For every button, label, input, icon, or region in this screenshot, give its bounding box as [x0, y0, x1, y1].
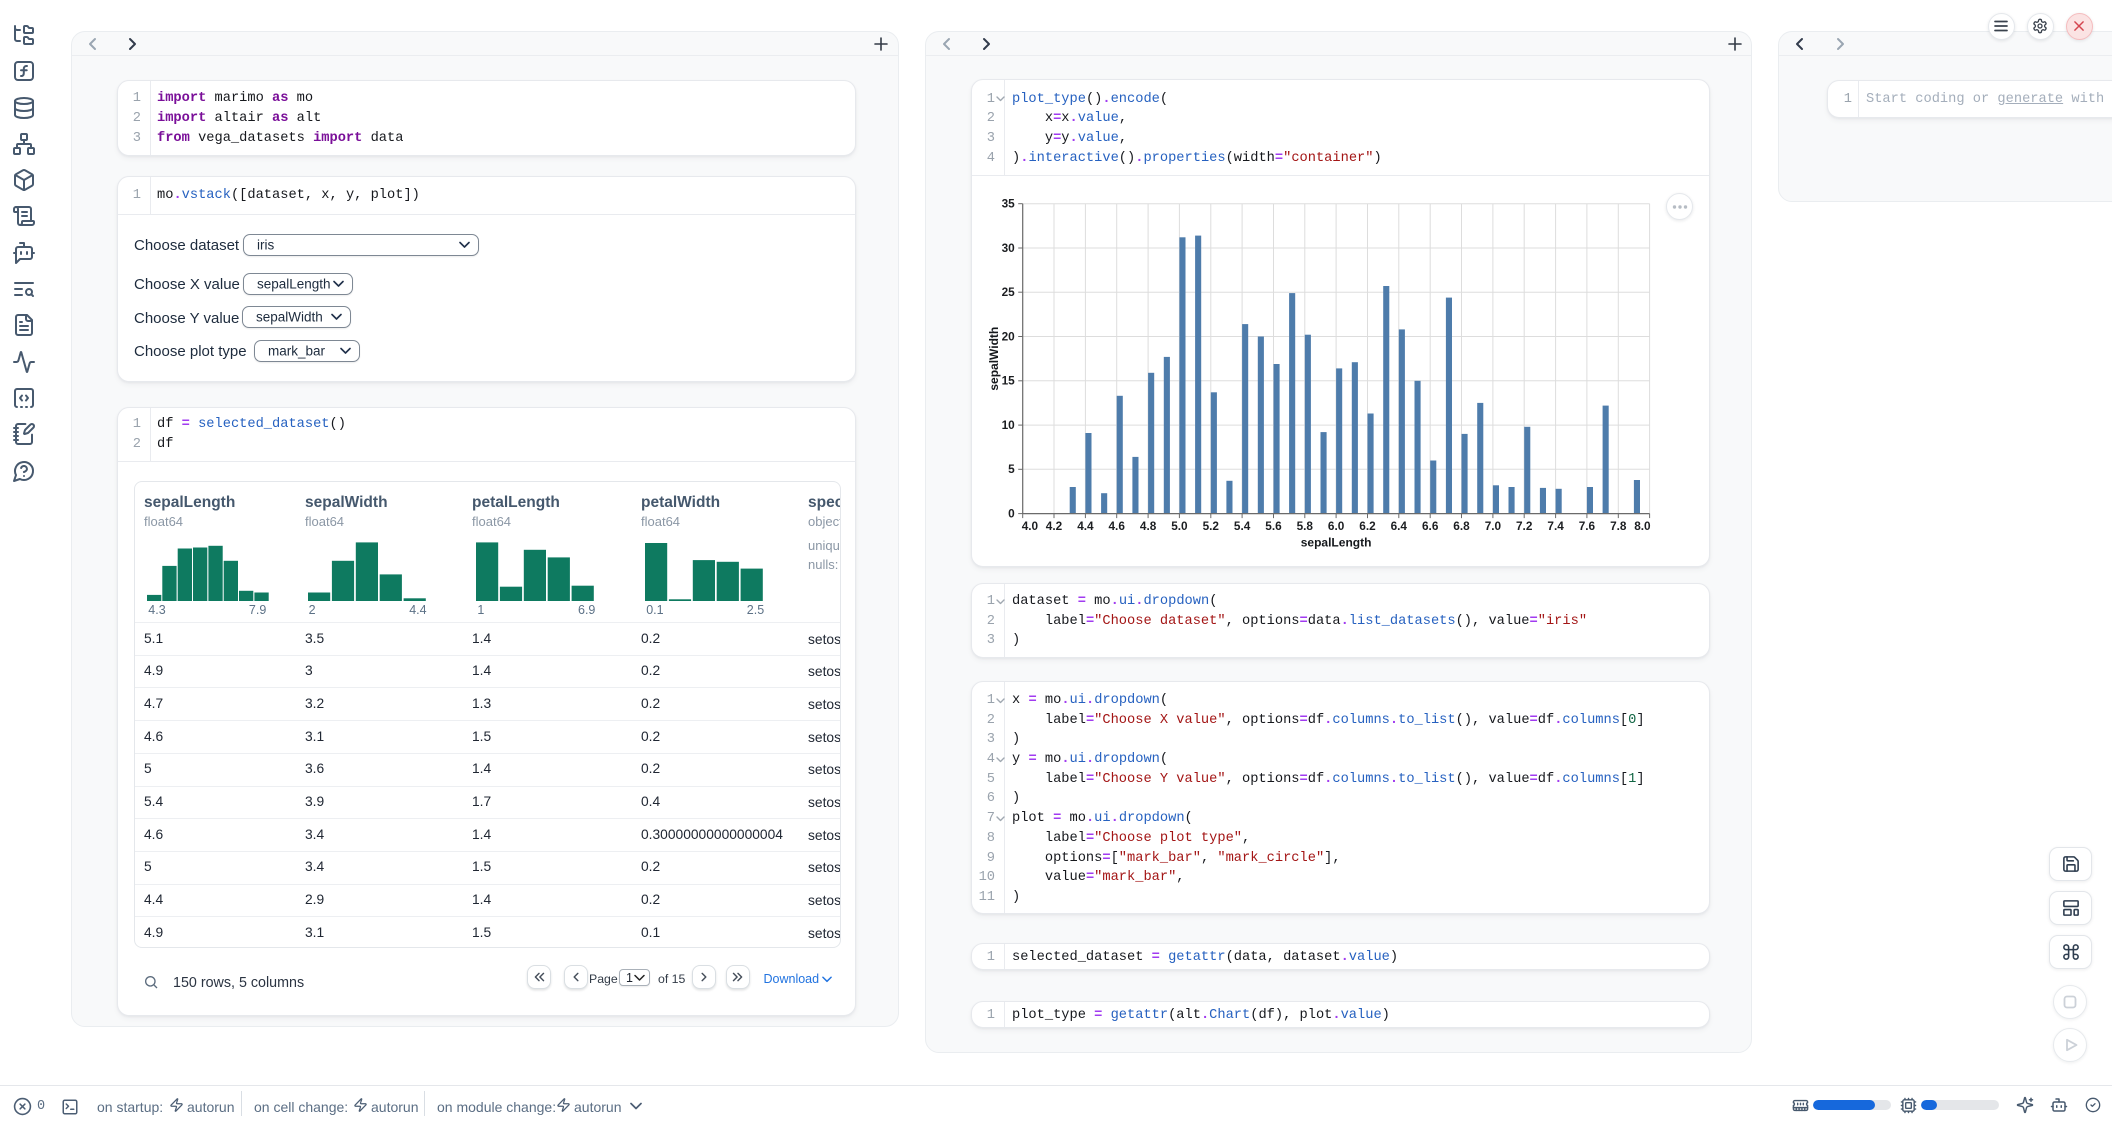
svg-text:5.8: 5.8: [1297, 519, 1314, 533]
svg-text:sepalLength: sepalLength: [1301, 536, 1372, 550]
svg-text:30: 30: [1002, 241, 1016, 255]
svg-text:35: 35: [1002, 197, 1016, 211]
svg-text:4.4: 4.4: [1077, 519, 1094, 533]
svg-text:5: 5: [1008, 462, 1015, 476]
svg-text:7.4: 7.4: [1547, 519, 1564, 533]
svg-text:5.2: 5.2: [1203, 519, 1220, 533]
svg-text:0: 0: [1008, 506, 1015, 520]
svg-text:10: 10: [1002, 418, 1016, 432]
svg-text:4.0: 4.0: [1022, 519, 1039, 533]
svg-text:4.2: 4.2: [1046, 519, 1063, 533]
svg-text:5.4: 5.4: [1234, 519, 1251, 533]
svg-text:7.8: 7.8: [1610, 519, 1627, 533]
svg-text:8.0: 8.0: [1634, 519, 1651, 533]
svg-text:6.8: 6.8: [1453, 519, 1470, 533]
svg-text:5.6: 5.6: [1265, 519, 1282, 533]
svg-text:15: 15: [1002, 374, 1016, 388]
svg-text:6.4: 6.4: [1391, 519, 1408, 533]
svg-text:20: 20: [1002, 329, 1016, 343]
svg-text:7.2: 7.2: [1516, 519, 1533, 533]
svg-text:7.6: 7.6: [1579, 519, 1596, 533]
svg-text:4.8: 4.8: [1140, 519, 1157, 533]
svg-text:7.0: 7.0: [1485, 519, 1502, 533]
svg-text:6.0: 6.0: [1328, 519, 1345, 533]
svg-text:4.6: 4.6: [1108, 519, 1125, 533]
svg-text:25: 25: [1002, 285, 1016, 299]
svg-text:6.6: 6.6: [1422, 519, 1439, 533]
svg-text:5.0: 5.0: [1171, 519, 1188, 533]
svg-text:sepalWidth: sepalWidth: [987, 327, 1001, 391]
svg-text:6.2: 6.2: [1359, 519, 1376, 533]
